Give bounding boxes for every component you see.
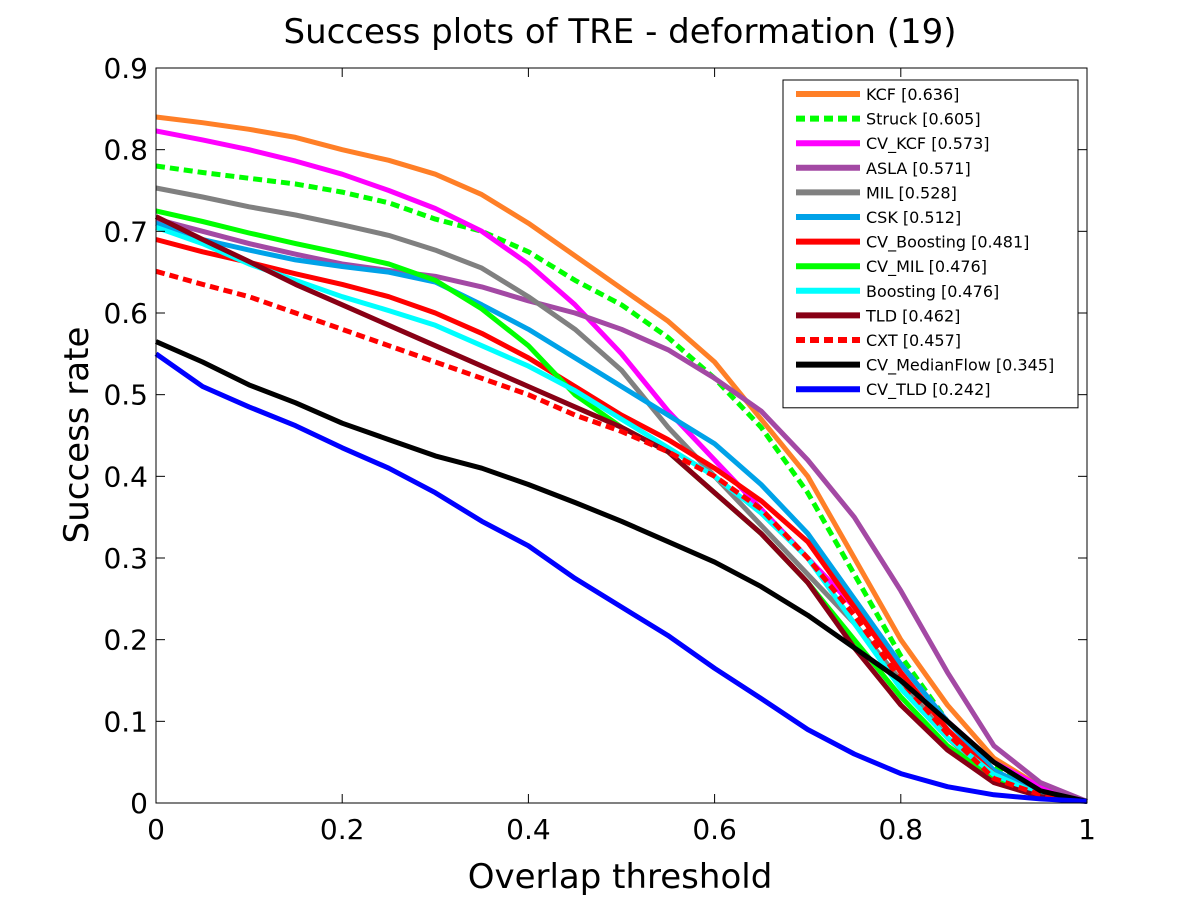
- series-line-12: [154, 351, 1088, 804]
- series-line-10: [155, 268, 1088, 804]
- legend-label-11: CV_MedianFlow [0.345]: [866, 356, 1054, 376]
- legend-label-12: CV_TLD [0.242]: [866, 380, 991, 400]
- x-tick-label: 0.4: [506, 813, 551, 846]
- x-tick-label: 0.2: [320, 813, 365, 846]
- y-tick-label: 0.5: [103, 379, 148, 412]
- x-tick-label: 0: [147, 813, 165, 846]
- legend: KCF [0.636] Struck [0.605] CV_KCF [0.573] A…: [782, 79, 1079, 409]
- legend-label-2: CV_KCF [0.573]: [866, 134, 989, 154]
- legend-label-3: ASLA [0.571]: [866, 159, 971, 178]
- series-line-11: [154, 339, 1088, 804]
- legend-label-1: Struck [0.605]: [866, 110, 981, 129]
- x-tick-label: 1: [1078, 813, 1096, 846]
- series-layer: [154, 114, 1088, 804]
- x-tick-label: 0.6: [692, 813, 737, 846]
- axes-box: [155, 67, 1088, 804]
- y-tick-label: 0: [130, 787, 148, 820]
- y-axis-label: Success rate: [57, 327, 97, 544]
- legend-label-6: CV_Boosting [0.481]: [866, 233, 1029, 253]
- y-tick-label: 0.6: [103, 297, 148, 330]
- y-tick-label: 0.4: [103, 460, 148, 493]
- series-line-5: [155, 220, 1088, 804]
- legend-label-4: MIL [0.528]: [866, 183, 957, 202]
- series-line-0: [155, 114, 1088, 804]
- series-line-3: [155, 216, 1088, 804]
- legend-label-7: CV_MIL [0.476]: [866, 257, 987, 277]
- series-line-9: [154, 214, 1088, 804]
- x-tick-label: 0.8: [879, 813, 924, 846]
- legend-label-0: KCF [0.636]: [866, 85, 959, 104]
- y-tick-label: 0.1: [103, 705, 148, 738]
- y-tick-label: 0.8: [103, 134, 148, 167]
- y-tick-label: 0.9: [103, 52, 148, 85]
- legend-label-10: CXT [0.457]: [866, 331, 961, 350]
- y-tick-label: 0.3: [103, 542, 148, 575]
- axes-layer: 0 0.2 0.4 0.6 0.8 1 0 0.1 0.2 0.3 0.4 0.5 0.6 0.7 0.8 0…: [103, 52, 1095, 846]
- series-line-8: [155, 224, 1088, 804]
- y-tick-label: 0.2: [103, 624, 148, 657]
- x-axis-label: Overlap threshold: [468, 857, 773, 897]
- legend-label-5: CSK [0.512]: [866, 208, 961, 227]
- chart-title: Success plots of TRE - deformation (19): [283, 12, 956, 52]
- legend-label-8: Boosting [0.476]: [866, 282, 999, 301]
- legend-label-9: TLD [0.462]: [865, 306, 960, 325]
- y-tick-label: 0.7: [103, 215, 148, 248]
